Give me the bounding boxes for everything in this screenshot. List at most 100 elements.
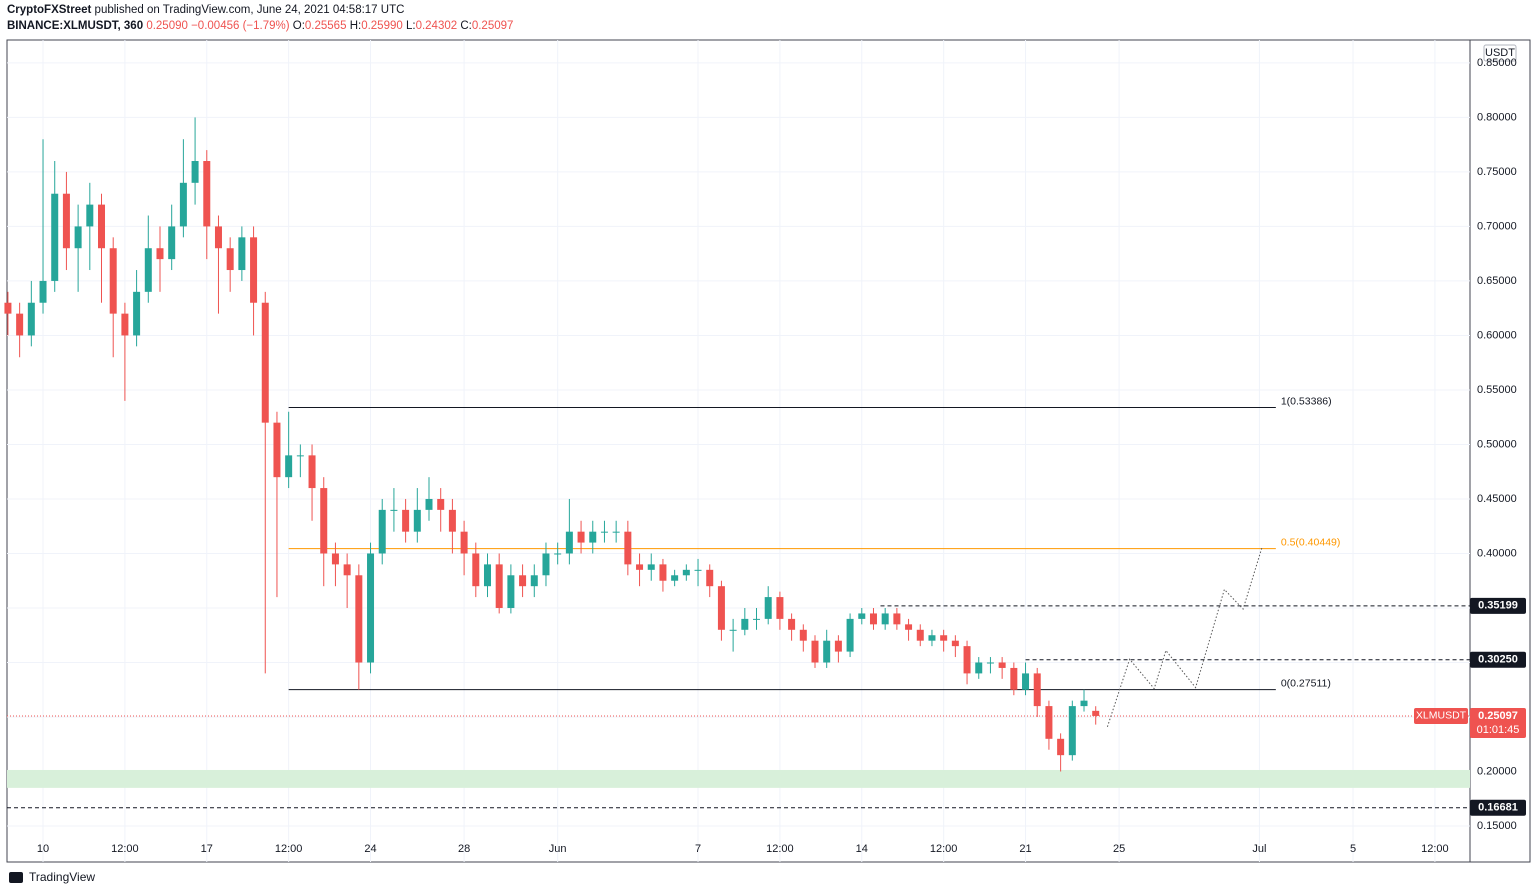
publisher: CryptoFXStreet (7, 4, 92, 16)
candle-body (636, 564, 644, 570)
y-tick-label: 0.65000 (1477, 275, 1517, 287)
ohlc-value: 0.24302 (415, 20, 458, 32)
candle-body (788, 618, 796, 630)
ohlc-value: 0.25990 (361, 20, 403, 32)
candle-body (998, 662, 1006, 668)
candle-body (986, 662, 994, 664)
level-label: 0.30250 (1478, 654, 1518, 666)
candle-body (706, 569, 714, 587)
candle-body (577, 531, 585, 543)
candle-body (963, 646, 971, 674)
x-tick-label: 5 (1350, 843, 1356, 855)
last-name-box (1414, 707, 1468, 724)
y-tick-label: 0.15000 (1477, 820, 1517, 832)
candle-body (659, 564, 667, 581)
candle-body (355, 575, 363, 663)
y-tick-label: 0.45000 (1477, 493, 1517, 505)
candle-body (238, 237, 246, 271)
candle-body (343, 564, 351, 576)
x-tick-label: 14 (856, 843, 868, 855)
y-tick-label: 0.80000 (1477, 111, 1517, 123)
candle-body (121, 313, 129, 336)
candle-body (612, 531, 620, 533)
candle-body (1045, 706, 1053, 739)
candle-body (764, 597, 772, 619)
candle-body (624, 531, 632, 565)
candle-body (296, 455, 304, 457)
last-price-box (1470, 707, 1526, 738)
candle-body (507, 575, 515, 608)
candle-body (799, 629, 807, 641)
candle-body (214, 226, 222, 249)
candle-body (168, 226, 176, 260)
candle-body (367, 553, 375, 663)
candle-body (554, 553, 562, 555)
candle-body (542, 553, 550, 576)
candle-body (156, 248, 164, 260)
x-tick-label: 12:00 (766, 843, 794, 855)
x-tick-label: 28 (458, 843, 470, 855)
candle-body (62, 193, 70, 249)
candle-body (27, 302, 35, 336)
watermark-logo (9, 872, 23, 883)
candle-body (74, 226, 82, 249)
level-label: 0.16681 (1478, 802, 1518, 814)
candle-body (402, 509, 410, 532)
candle-body (519, 575, 527, 587)
candle-body (483, 564, 491, 587)
candle-body (858, 613, 866, 619)
candle-body (425, 498, 433, 510)
last-name: XLMUSDT (1416, 710, 1467, 722)
candle-body (308, 455, 316, 489)
candle-body (776, 597, 784, 619)
candle-body (694, 569, 702, 571)
candle-body (1010, 667, 1018, 690)
candle-body (320, 488, 328, 554)
candle-body (109, 248, 117, 314)
candle-body (811, 640, 819, 663)
candle-body (203, 161, 211, 227)
candle-body (261, 302, 269, 423)
x-tick-label: 21 (1019, 843, 1031, 855)
candle-body (331, 553, 339, 565)
y-tick-label: 0.55000 (1477, 384, 1517, 396)
x-tick-label: 10 (37, 843, 49, 855)
level-label: 0.35199 (1478, 600, 1518, 612)
ohlc-key: O: (292, 20, 305, 32)
x-tick-label: 7 (695, 843, 701, 855)
candle-body (39, 280, 47, 303)
ohlc-key: H: (349, 20, 362, 32)
candle-body (448, 509, 456, 532)
projection-path (1106, 547, 1263, 727)
candle-body (951, 640, 959, 647)
fib-label: 0.5(0.40449) (1281, 536, 1341, 548)
candle-body (741, 618, 749, 630)
countdown: 01:01:45 (1477, 724, 1520, 736)
published: published on TradingView.com, June 24, 2… (91, 4, 405, 16)
candle-body (1068, 706, 1076, 756)
header-line-2: BINANCE:XLMUSDT, 360 0.25090 −0.00456 (−… (7, 20, 513, 32)
x-tick-label: 17 (201, 843, 213, 855)
chart-frame (6, 39, 1531, 863)
level-box (1470, 597, 1526, 614)
fib-label: 1(0.53386) (1281, 395, 1332, 407)
candle-body (460, 531, 468, 554)
candle-body (437, 498, 445, 510)
candle-body (717, 586, 725, 630)
x-tick-label: 12:00 (1421, 843, 1449, 855)
candle-body (647, 564, 655, 570)
candle-body (940, 635, 948, 641)
candle-body (753, 618, 761, 620)
candle-body (250, 237, 258, 303)
candle-body (846, 618, 854, 652)
candle-body (133, 291, 141, 336)
candle-body (1080, 700, 1088, 707)
candle-body (378, 509, 386, 554)
candle-body (916, 629, 924, 641)
last: 0.25090 (146, 20, 188, 32)
candle-body (226, 248, 234, 271)
currency-box (1483, 44, 1517, 62)
y-tick-label: 0.50000 (1477, 438, 1517, 450)
candle-body (51, 193, 59, 281)
